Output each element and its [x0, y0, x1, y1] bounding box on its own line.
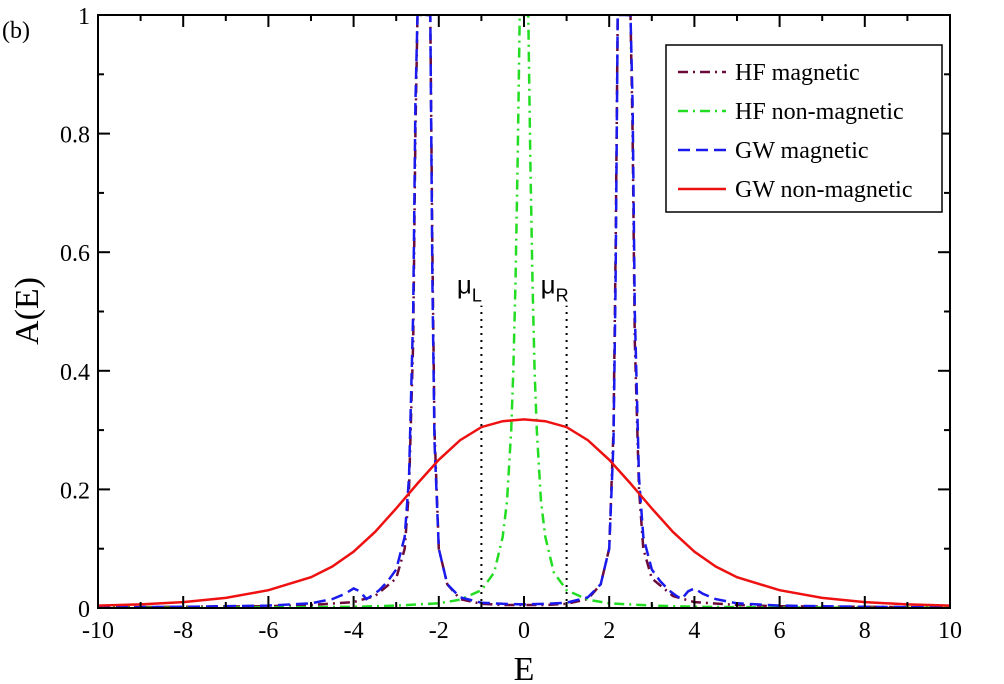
reference-lines — [480, 305, 568, 608]
x-tick-label: -8 — [173, 618, 193, 644]
series-line-gw-non-magnetic — [98, 418, 950, 607]
x-tick-label: -6 — [258, 618, 278, 644]
y-tick-label: 0 — [78, 597, 90, 623]
x-tick-label: 6 — [774, 618, 786, 644]
annotation-mu-l: μL — [457, 270, 482, 306]
y-tick-label: 0.2 — [60, 478, 90, 504]
x-tick-label: 2 — [603, 618, 615, 644]
legend-label: GW magnetic — [735, 138, 869, 164]
x-tick-label: 4 — [688, 618, 700, 644]
x-axis-title: E — [514, 651, 535, 684]
x-tick-label: 10 — [938, 618, 962, 644]
y-tick-label: 0.6 — [60, 241, 90, 267]
x-tick-label: 8 — [859, 618, 871, 644]
y-tick-label: 1 — [78, 4, 90, 30]
y-axis-ticks: 0 0.2 0.4 0.6 0.8 1 — [60, 4, 950, 623]
legend-label: HF non-magnetic — [735, 99, 904, 125]
annotation-mu-r: μR — [541, 270, 569, 306]
series-line-hf-non-magnetic — [98, 15, 950, 608]
legend-label: HF magnetic — [735, 60, 860, 86]
panel-label: (b) — [2, 18, 30, 44]
y-axis-title: A(E) — [9, 277, 46, 345]
y-tick-label: 0.4 — [60, 360, 90, 386]
legend-label: GW non-magnetic — [735, 177, 913, 203]
legend-box — [665, 44, 943, 213]
annotations: μL μR — [457, 270, 569, 306]
legend: HF magnetic HF non-magnetic GW magnetic GW … — [665, 44, 943, 213]
x-tick-label: -4 — [344, 618, 364, 644]
x-axis-ticks: -10 -8 -6 -4 -2 0 2 4 6 8 10 — [82, 15, 962, 644]
series-line-hf-magnetic — [98, 15, 950, 608]
x-tick-label: 0 — [518, 618, 530, 644]
x-tick-label: -10 — [82, 618, 114, 644]
y-tick-label: 0.8 — [60, 123, 90, 149]
x-tick-label: -2 — [429, 618, 449, 644]
